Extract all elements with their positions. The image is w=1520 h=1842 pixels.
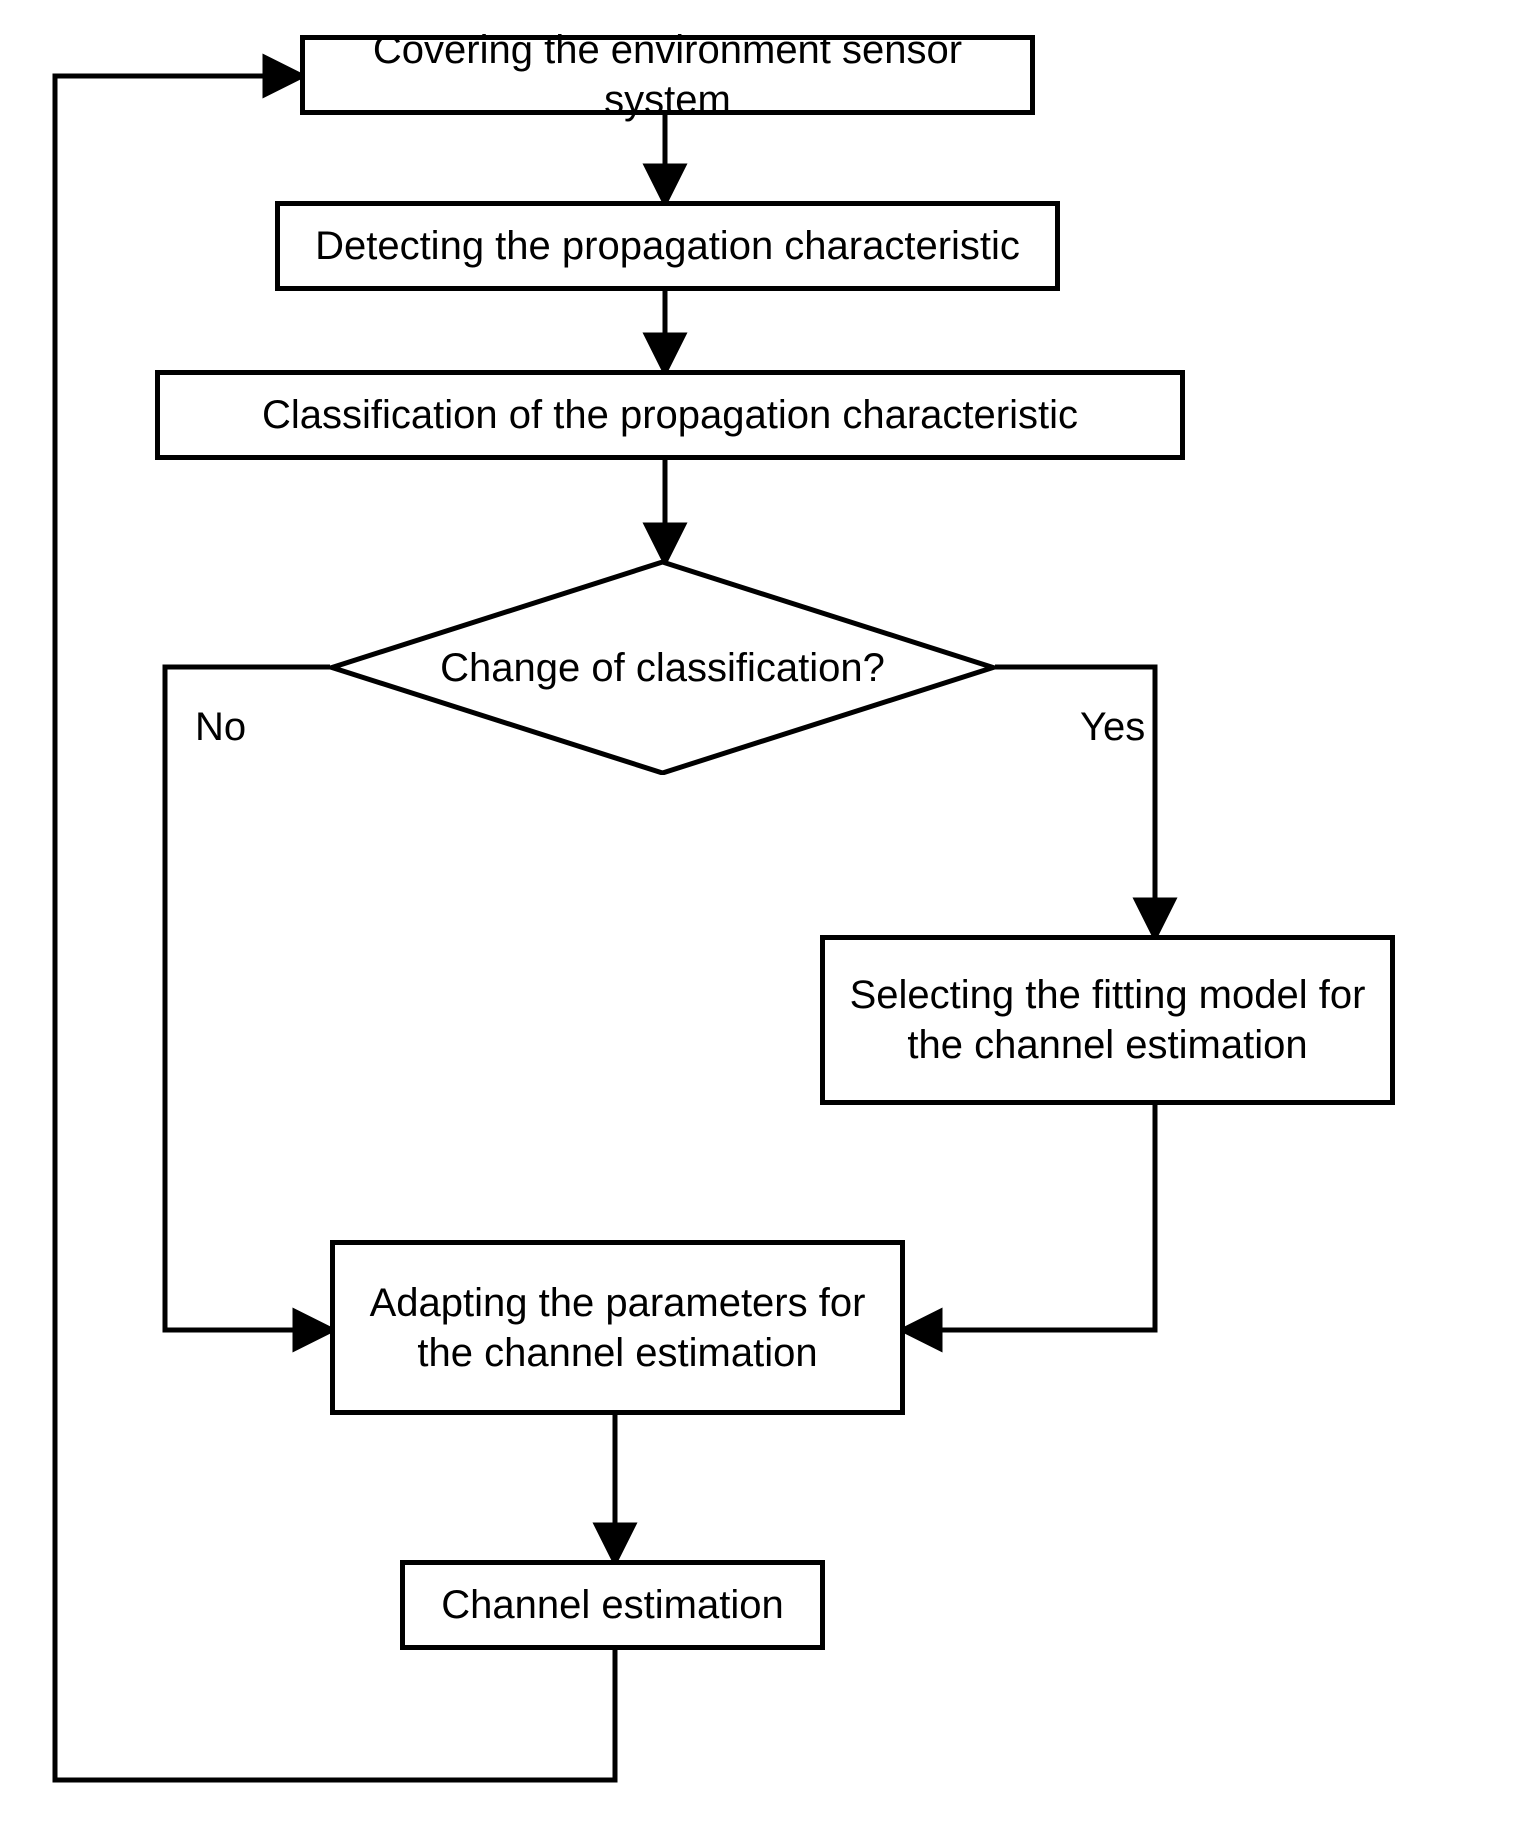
decision-text: Change of classification?	[440, 644, 885, 692]
step-classification: Classification of the propagation charac…	[155, 370, 1185, 460]
step-selecting-model: Selecting the fitting model for the chan…	[820, 935, 1395, 1105]
step-text: Channel estimation	[441, 1580, 783, 1630]
edge-label-no: No	[195, 705, 246, 750]
step-channel-estimation: Channel estimation	[400, 1560, 825, 1650]
step-text: Selecting the fitting model for the chan…	[839, 970, 1376, 1070]
flowchart-canvas: Covering the environment sensor system D…	[0, 0, 1520, 1842]
step-covering-sensor-system: Covering the environment sensor system	[300, 35, 1035, 115]
step-text: Detecting the propagation characteristic	[315, 221, 1020, 271]
step-adapting-parameters: Adapting the parameters for the channel …	[330, 1240, 905, 1415]
step-text: Covering the environment sensor system	[319, 25, 1016, 125]
decision-change-of-classification: Change of classification?	[330, 560, 995, 775]
edge-label-yes: Yes	[1080, 705, 1145, 750]
step-detecting-propagation: Detecting the propagation characteristic	[275, 201, 1060, 291]
step-text: Classification of the propagation charac…	[262, 390, 1078, 440]
step-text: Adapting the parameters for the channel …	[349, 1278, 886, 1378]
